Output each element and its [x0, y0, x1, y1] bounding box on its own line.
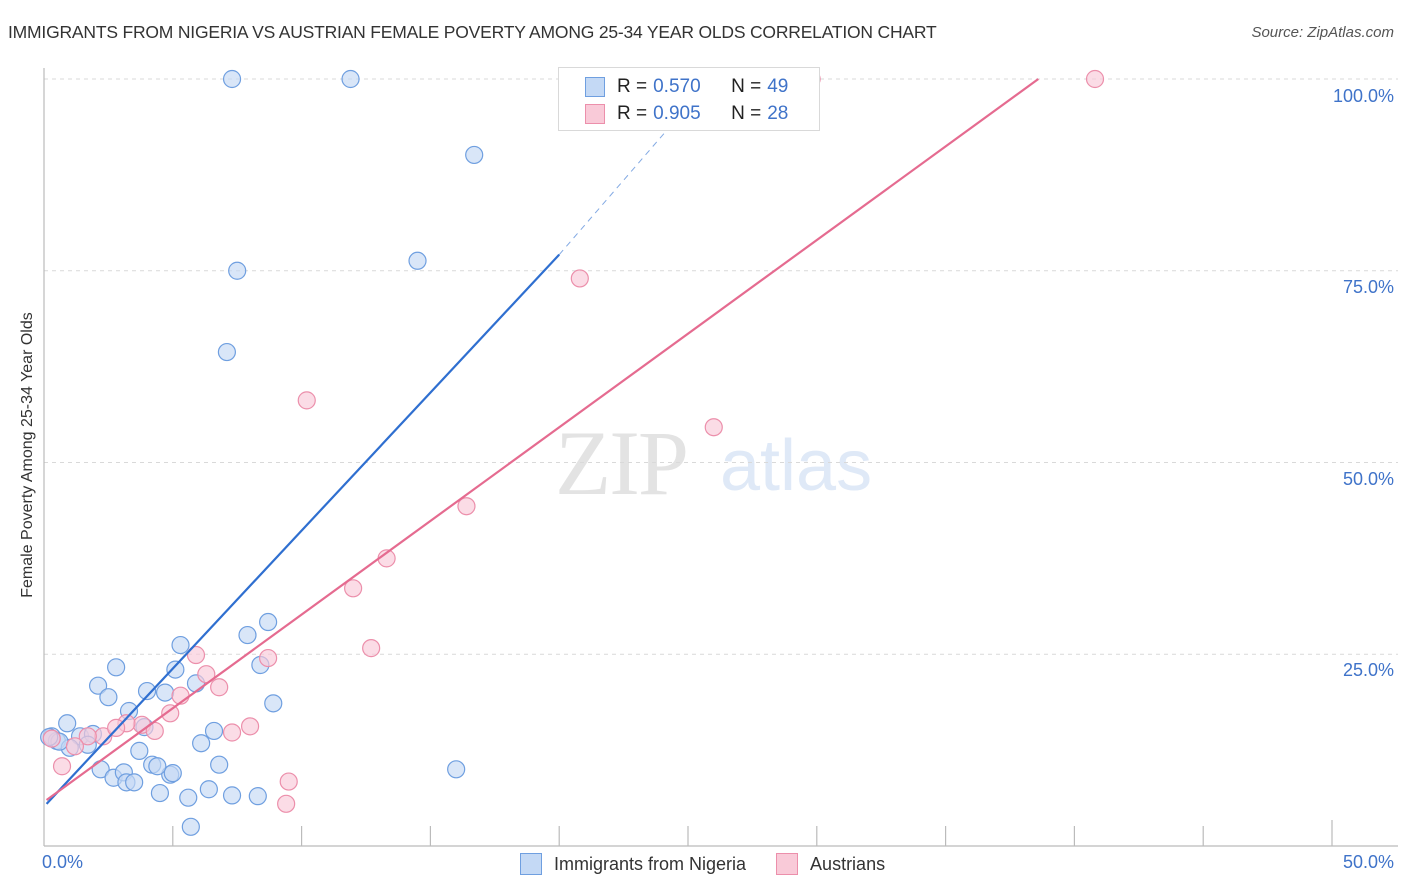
trendline-nigeria-extension: [558, 78, 712, 255]
data-point: [297, 391, 316, 410]
data-point: [264, 694, 283, 713]
data-point: [78, 727, 97, 746]
data-point: [277, 794, 296, 813]
pink-swatch-icon: [776, 853, 799, 875]
legend-row-austrians: R = 0.905 N = 28: [585, 102, 788, 126]
y-axis-label: Female Poverty Among 25-34 Year Olds: [19, 312, 36, 598]
data-point: [58, 714, 77, 733]
data-point: [171, 635, 190, 655]
data-point: [166, 660, 185, 679]
axes: [43, 68, 1398, 847]
x-tick-0: 0.0%: [42, 852, 84, 872]
r-value: 0.570: [653, 76, 701, 97]
legend-item-austrians[interactable]: Austrians: [776, 853, 885, 875]
series-nigeria-points: [40, 69, 484, 836]
trendline-nigeria: [45, 253, 561, 805]
n-value: 49: [767, 76, 789, 97]
data-point: [163, 764, 182, 783]
data-point: [107, 658, 126, 677]
data-point: [447, 760, 466, 779]
y-tick-100: 100.0%: [1332, 86, 1394, 106]
data-point: [52, 757, 72, 776]
data-point: [125, 773, 144, 792]
data-point: [204, 721, 224, 741]
data-point: [186, 645, 206, 665]
data-point: [150, 783, 170, 803]
data-point: [42, 729, 61, 748]
r-value: 0.905: [653, 103, 701, 124]
data-point: [222, 723, 242, 742]
data-point: [344, 579, 363, 598]
legend-label: Austrians: [810, 853, 886, 874]
y-tick-25: 25.0%: [1342, 660, 1394, 680]
data-point: [130, 741, 149, 760]
legend-item-nigeria[interactable]: Immigrants from Nigeria: [520, 853, 746, 875]
legend-label: Immigrants from Nigeria: [554, 853, 747, 874]
trendline-austrians: [45, 78, 1039, 801]
data-point: [465, 145, 484, 165]
data-point: [222, 786, 242, 805]
x-tick-50: 50.0%: [1342, 852, 1394, 872]
n-label: N =: [731, 103, 762, 124]
r-label: R =: [617, 76, 648, 97]
data-point: [148, 757, 167, 776]
trendlines: [45, 78, 1039, 805]
r-label: R =: [617, 103, 648, 124]
y-tick-50: 50.0%: [1342, 469, 1394, 489]
correlation-legend: R = 0.570 N = 49 R = 0.905 N = 28: [558, 67, 820, 131]
data-point: [217, 342, 236, 362]
n-label: N =: [731, 76, 762, 97]
data-point: [222, 69, 242, 89]
data-point: [179, 788, 198, 807]
data-point: [210, 678, 229, 697]
data-point: [259, 648, 278, 668]
watermark-atlas: atlas: [720, 426, 873, 506]
n-value: 28: [767, 103, 789, 124]
data-point: [65, 737, 85, 756]
data-point: [408, 251, 427, 270]
data-point: [88, 676, 108, 695]
y-tick-75: 75.0%: [1342, 277, 1394, 297]
blue-swatch-icon: [585, 77, 605, 97]
data-point: [1085, 69, 1105, 89]
data-point: [238, 625, 257, 645]
data-point: [99, 688, 118, 707]
data-point: [704, 418, 723, 437]
legend-row-nigeria: R = 0.570 N = 49: [585, 75, 788, 99]
data-point: [155, 683, 175, 702]
data-point: [570, 269, 589, 288]
data-point: [181, 817, 200, 836]
pink-swatch-icon: [585, 104, 605, 124]
data-point: [137, 681, 157, 701]
data-point: [279, 772, 298, 791]
data-point: [259, 612, 278, 632]
source-label: Source: ZipAtlas.com: [1251, 24, 1394, 41]
data-point: [210, 755, 229, 774]
data-point: [228, 261, 247, 280]
data-point: [362, 639, 381, 658]
data-point: [192, 734, 211, 753]
data-point: [199, 780, 218, 799]
data-point: [240, 717, 260, 736]
data-point: [457, 497, 476, 516]
data-point: [341, 69, 360, 89]
gridlines: [44, 78, 1398, 655]
data-point: [161, 704, 180, 723]
series-austrians-points: [42, 69, 1105, 813]
series-legend: Immigrants from Nigeria Austrians: [520, 853, 915, 875]
data-point: [248, 787, 267, 806]
blue-swatch-icon: [520, 853, 542, 875]
chart-title: IMMIGRANTS FROM NIGERIA VS AUSTRIAN FEMA…: [8, 22, 937, 42]
